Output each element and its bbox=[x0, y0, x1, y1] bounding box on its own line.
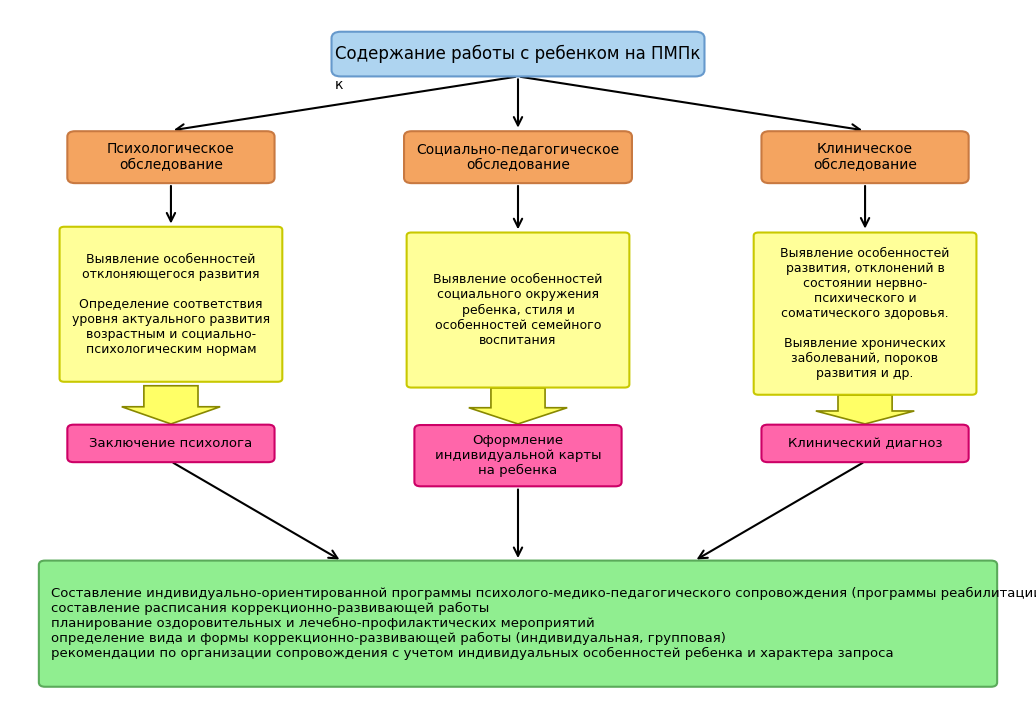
FancyBboxPatch shape bbox=[761, 425, 969, 462]
Text: Выявление особенностей
социального окружения
ребенка, стиля и
особенностей семей: Выявление особенностей социального окруж… bbox=[433, 273, 603, 347]
Text: Выявление особенностей
отклоняющегося развития

Определение соответствия
уровня : Выявление особенностей отклоняющегося ра… bbox=[71, 253, 270, 355]
FancyBboxPatch shape bbox=[753, 232, 976, 395]
Text: Клинический диагноз: Клинический диагноз bbox=[787, 437, 943, 450]
Polygon shape bbox=[468, 388, 568, 424]
Text: Социально-педагогическое
обследование: Социально-педагогическое обследование bbox=[416, 142, 620, 172]
FancyBboxPatch shape bbox=[404, 131, 632, 183]
Text: Выявление особенностей
развития, отклонений в
состоянии нервно-
психического и
с: Выявление особенностей развития, отклоне… bbox=[780, 247, 950, 380]
Text: Клиническое
обследование: Клиническое обследование bbox=[813, 142, 917, 172]
FancyBboxPatch shape bbox=[60, 226, 282, 382]
Text: Заключение психолога: Заключение психолога bbox=[89, 437, 253, 450]
FancyBboxPatch shape bbox=[406, 232, 630, 388]
FancyBboxPatch shape bbox=[67, 425, 275, 462]
Text: Составление индивидуально-ориентированной программы психолого-медико-педагогичес: Составление индивидуально-ориентированно… bbox=[51, 587, 1036, 660]
FancyBboxPatch shape bbox=[38, 561, 997, 686]
Text: к: к bbox=[335, 78, 343, 92]
Text: Оформление
индивидуальной карты
на ребенка: Оформление индивидуальной карты на ребен… bbox=[435, 434, 601, 477]
Text: Содержание работы с ребенком на ПМПк: Содержание работы с ребенком на ПМПк bbox=[336, 45, 700, 63]
Polygon shape bbox=[122, 386, 221, 424]
Polygon shape bbox=[816, 395, 914, 424]
FancyBboxPatch shape bbox=[332, 32, 704, 76]
FancyBboxPatch shape bbox=[67, 131, 275, 183]
FancyBboxPatch shape bbox=[414, 425, 622, 486]
Text: Психологическое
обследование: Психологическое обследование bbox=[107, 142, 235, 172]
FancyBboxPatch shape bbox=[761, 131, 969, 183]
